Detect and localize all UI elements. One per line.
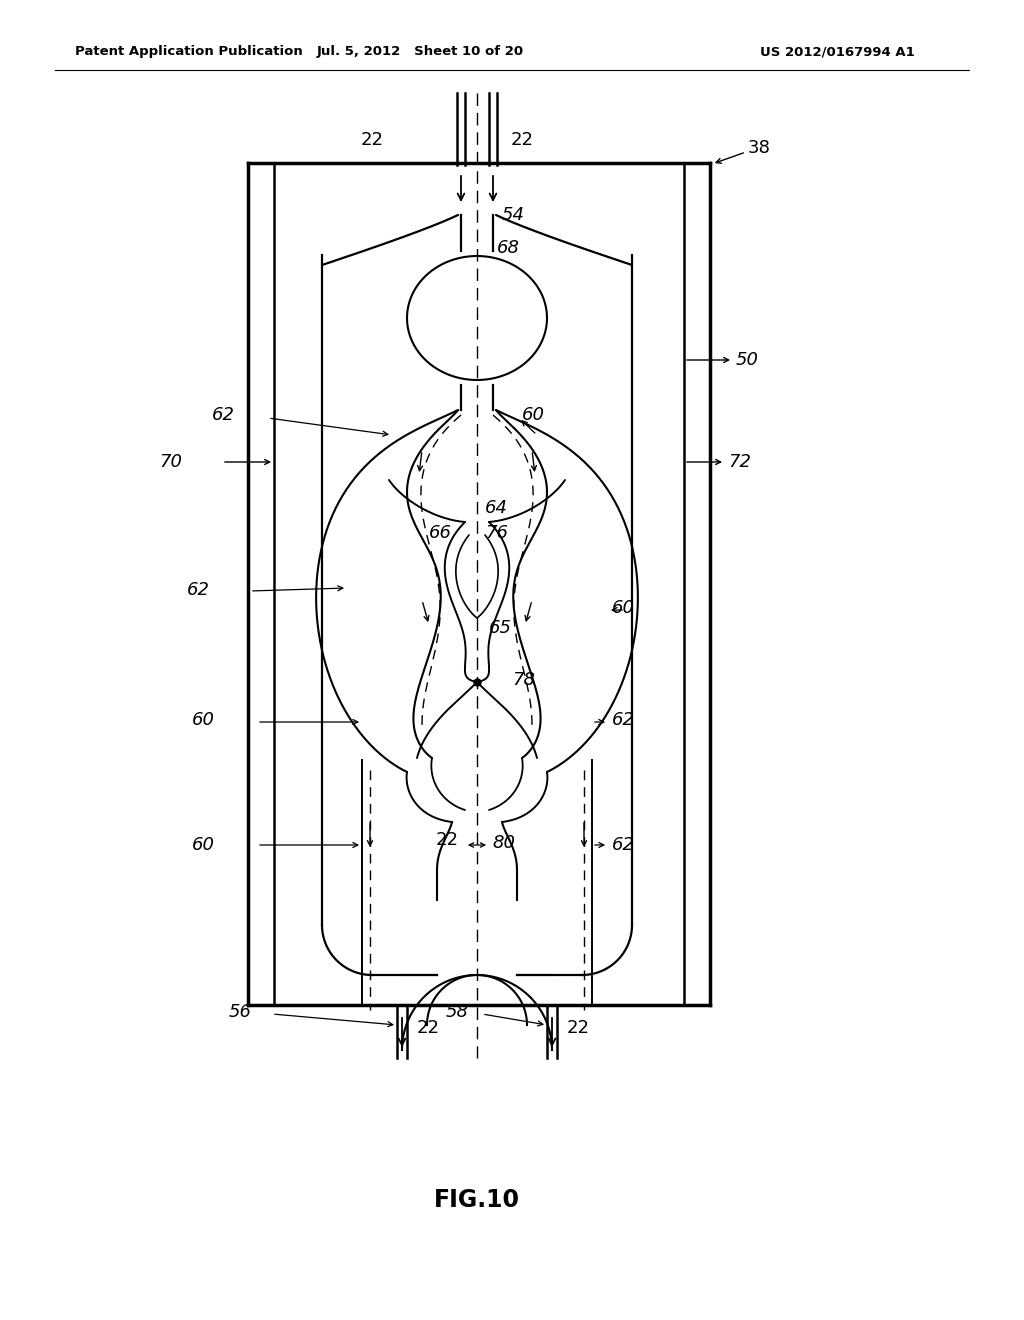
Text: 76: 76: [485, 524, 508, 543]
Text: 62: 62: [212, 407, 234, 424]
Text: 72: 72: [728, 453, 751, 471]
Text: 22: 22: [417, 1019, 440, 1038]
Text: 66: 66: [429, 524, 452, 543]
Text: 65: 65: [489, 619, 512, 638]
Text: 50: 50: [736, 351, 759, 370]
Text: US 2012/0167994 A1: US 2012/0167994 A1: [760, 45, 914, 58]
Text: 60: 60: [193, 836, 215, 854]
Text: 62: 62: [612, 711, 635, 729]
Text: 60: 60: [193, 711, 215, 729]
Text: 64: 64: [485, 499, 508, 517]
Text: 58: 58: [446, 1003, 469, 1020]
Text: 68: 68: [497, 239, 520, 257]
Text: FIG.10: FIG.10: [434, 1188, 520, 1212]
Text: Patent Application Publication: Patent Application Publication: [75, 45, 303, 58]
Text: Jul. 5, 2012   Sheet 10 of 20: Jul. 5, 2012 Sheet 10 of 20: [316, 45, 523, 58]
Text: 22: 22: [360, 131, 384, 149]
Text: 80: 80: [492, 834, 515, 851]
Text: 22: 22: [436, 832, 459, 849]
Text: 22: 22: [567, 1019, 590, 1038]
Text: 60: 60: [612, 599, 635, 616]
Text: 62: 62: [612, 836, 635, 854]
Text: 70: 70: [159, 453, 182, 471]
Text: 60: 60: [522, 407, 545, 424]
Text: 38: 38: [748, 139, 771, 157]
Text: 22: 22: [511, 131, 534, 149]
Text: 56: 56: [229, 1003, 252, 1020]
Text: 54: 54: [502, 206, 525, 224]
Text: 62: 62: [187, 581, 210, 599]
Text: 78: 78: [512, 671, 535, 689]
